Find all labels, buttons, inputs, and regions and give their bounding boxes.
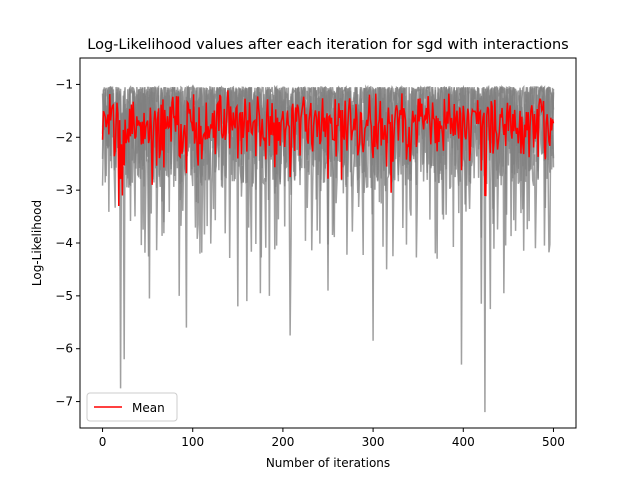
x-tick-label: 500 bbox=[542, 435, 565, 449]
legend-mean-label: Mean bbox=[132, 401, 165, 415]
y-tick-label: −3 bbox=[55, 183, 73, 197]
y-tick-label: −5 bbox=[55, 289, 73, 303]
legend-box bbox=[86, 392, 178, 422]
chart-title: Log-Likelihood values after each iterati… bbox=[87, 37, 568, 53]
x-tick-label: 100 bbox=[181, 435, 204, 449]
y-tick-label: −4 bbox=[55, 236, 73, 250]
y-tick-label: −1 bbox=[55, 77, 73, 91]
x-tick-label: 200 bbox=[271, 435, 294, 449]
y-tick-label: −6 bbox=[55, 342, 73, 356]
x-tick-label: 0 bbox=[99, 435, 107, 449]
y-axis-label: Log-Likelihood bbox=[30, 200, 44, 286]
y-tick-label: −2 bbox=[55, 130, 73, 144]
x-axis-label: Number of iterations bbox=[266, 456, 390, 470]
y-tick-label: −7 bbox=[55, 395, 73, 409]
mean-line bbox=[101, 90, 555, 207]
x-tick-label: 400 bbox=[452, 435, 475, 449]
x-tick-label: 300 bbox=[362, 435, 385, 449]
y-axis: −1 −2 −3 −4 −5 −6 −7 bbox=[55, 77, 80, 409]
x-axis: 0 100 200 300 400 500 bbox=[99, 428, 565, 449]
legend: Mean bbox=[86, 392, 178, 422]
mean-line-layer bbox=[101, 90, 555, 207]
